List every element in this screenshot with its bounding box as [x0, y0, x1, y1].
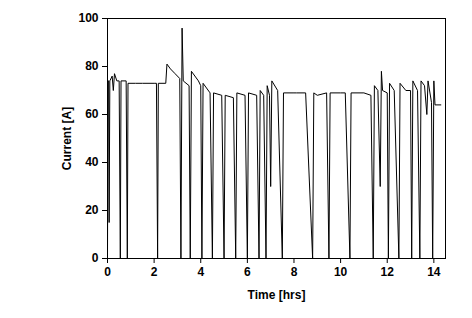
svg-text:80: 80 — [85, 59, 99, 73]
svg-text:Current [A]: Current [A] — [60, 107, 74, 170]
svg-text:40: 40 — [85, 155, 99, 169]
svg-text:6: 6 — [244, 265, 251, 279]
svg-text:0: 0 — [104, 265, 111, 279]
svg-text:8: 8 — [291, 265, 298, 279]
svg-text:10: 10 — [334, 265, 348, 279]
svg-text:12: 12 — [381, 265, 395, 279]
svg-text:20: 20 — [85, 203, 99, 217]
svg-text:14: 14 — [427, 265, 441, 279]
svg-text:100: 100 — [78, 11, 98, 25]
svg-text:4: 4 — [197, 265, 204, 279]
svg-text:60: 60 — [85, 107, 99, 121]
svg-text:2: 2 — [151, 265, 158, 279]
svg-text:0: 0 — [92, 251, 99, 265]
svg-text:Time [hrs]: Time [hrs] — [248, 288, 306, 302]
